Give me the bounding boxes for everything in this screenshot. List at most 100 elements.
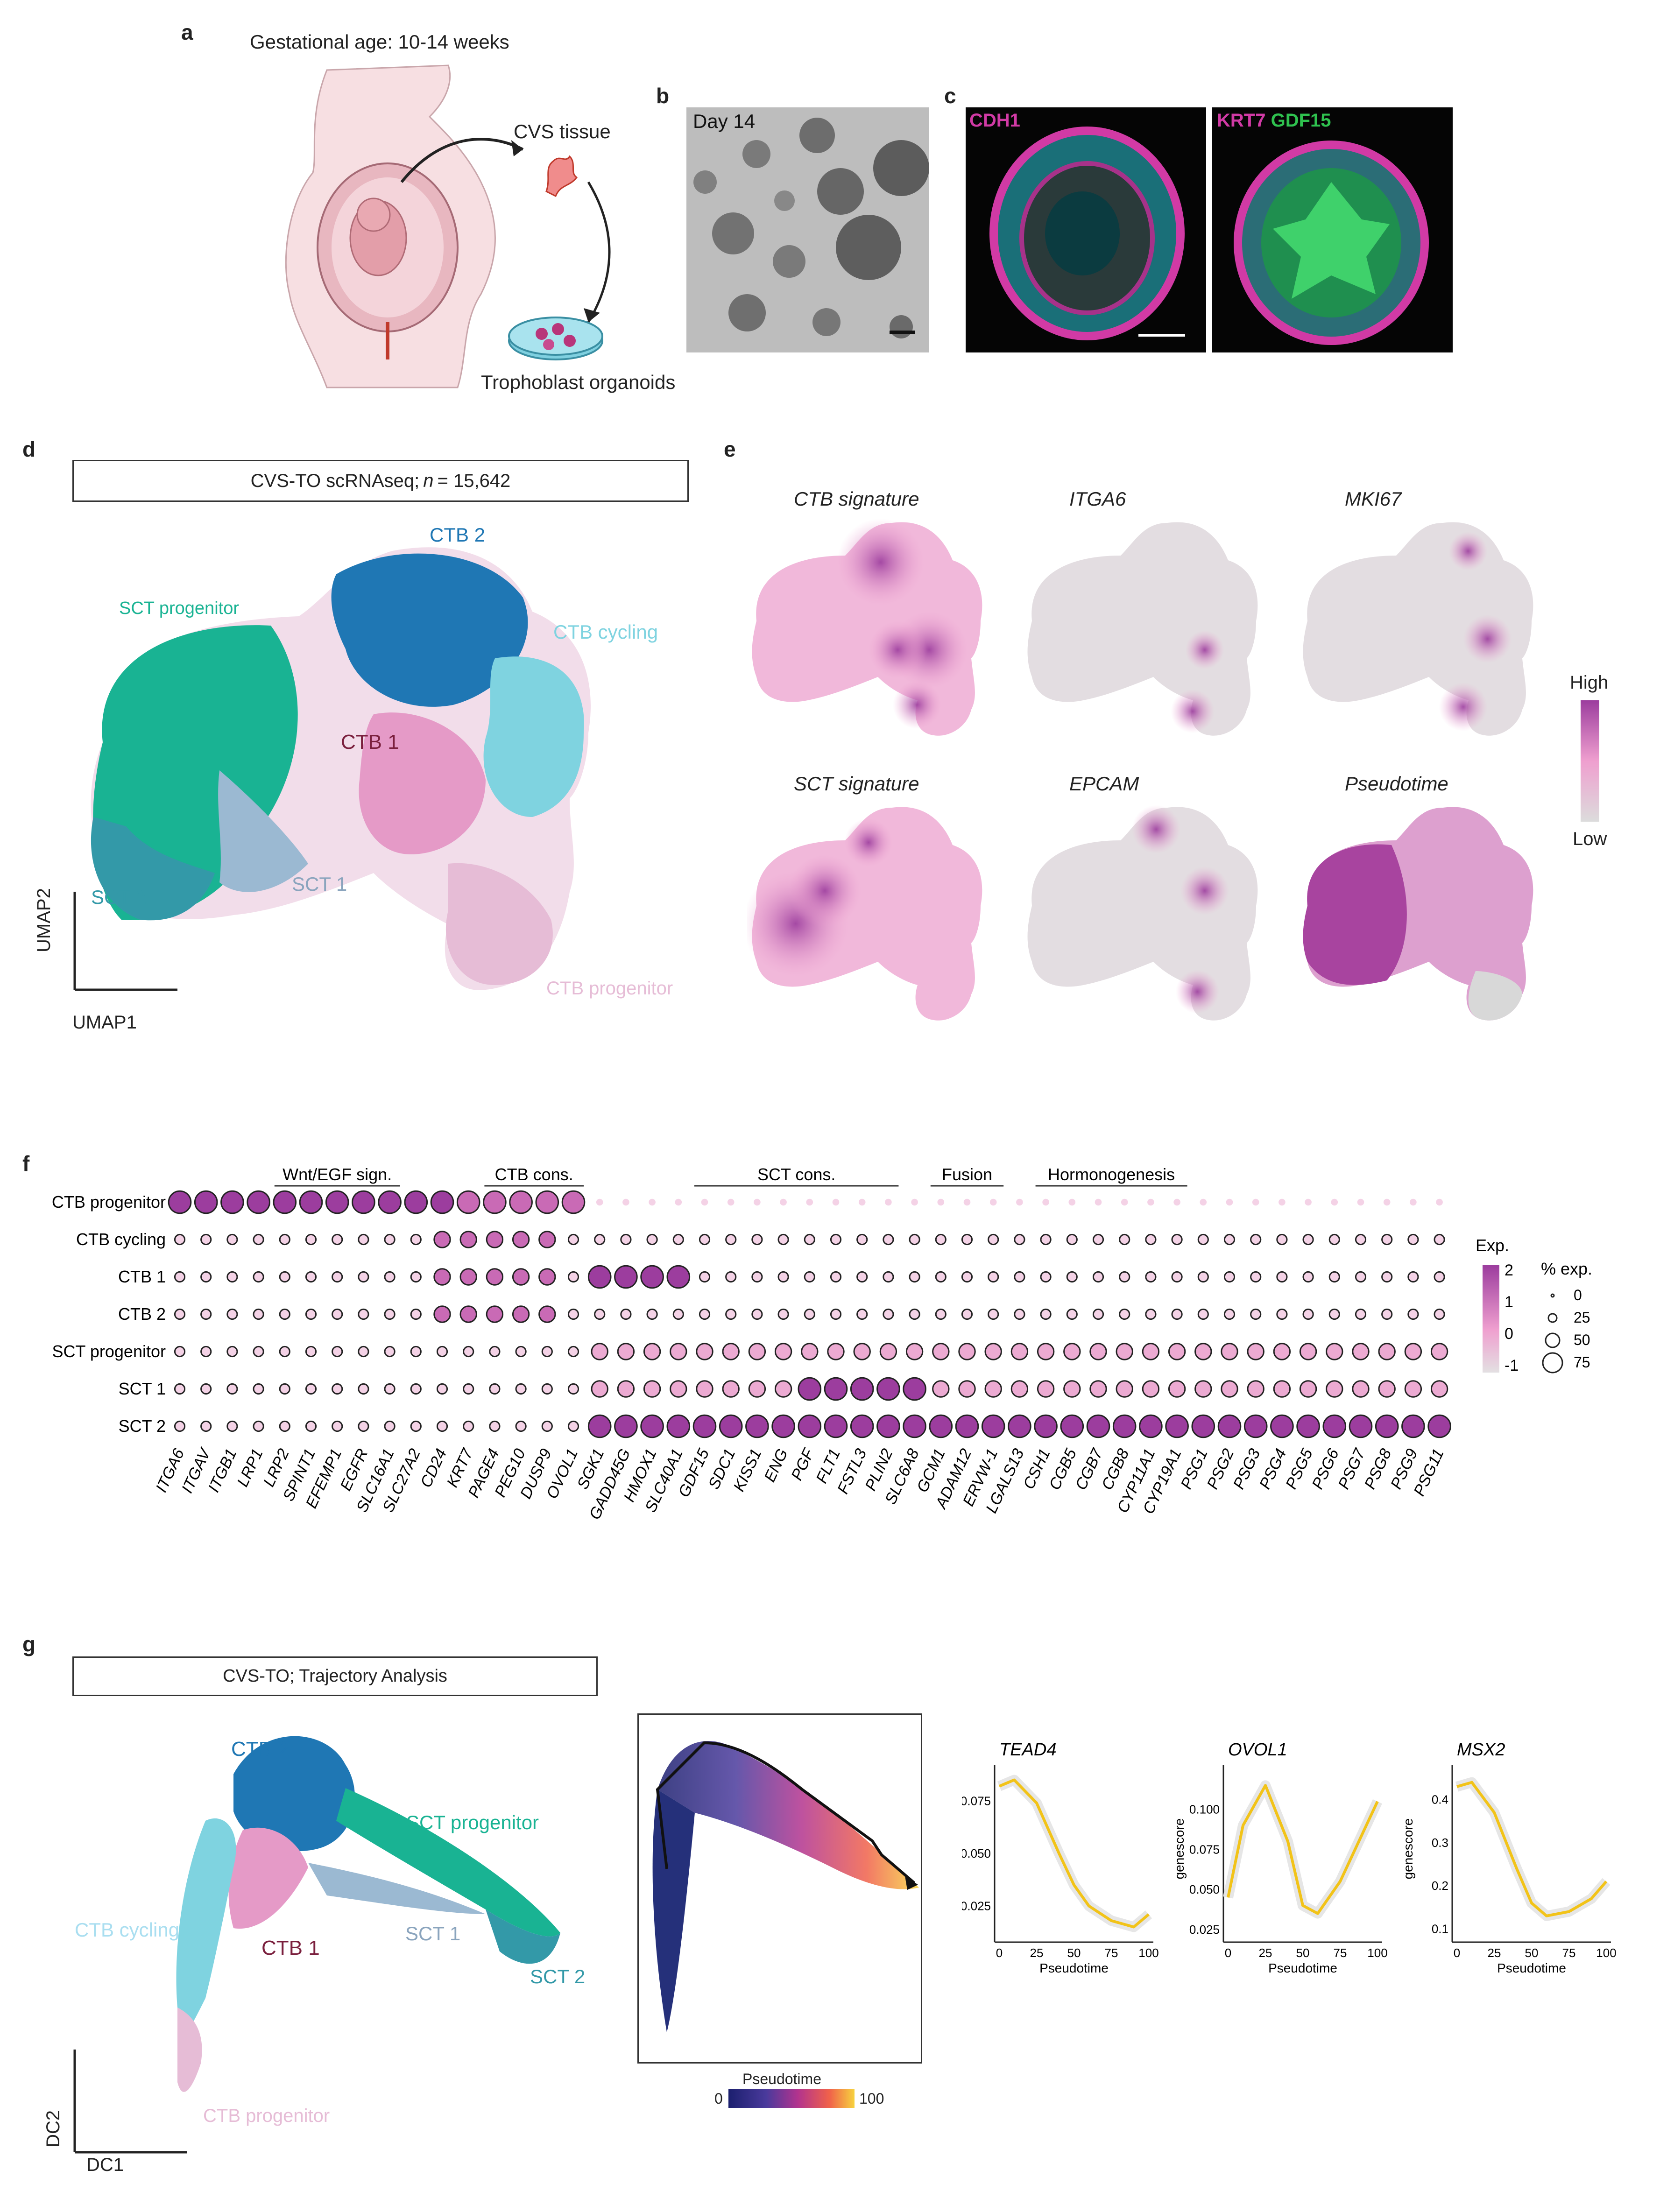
- dot: [1223, 1233, 1236, 1246]
- dot: [984, 1343, 1002, 1360]
- dot: [1322, 1414, 1347, 1438]
- dot: [806, 1198, 813, 1206]
- dot: [489, 1420, 501, 1432]
- dot: [1063, 1380, 1081, 1398]
- dot: [591, 1380, 608, 1398]
- dot: [1147, 1198, 1154, 1206]
- dot: [1014, 1271, 1025, 1283]
- dot: [515, 1383, 527, 1395]
- dot: [384, 1308, 396, 1320]
- dot: [1197, 1308, 1209, 1320]
- dot: [1221, 1380, 1238, 1398]
- dot: [699, 1308, 711, 1320]
- dot: [352, 1190, 375, 1214]
- scale-low-label: Low: [1573, 829, 1607, 849]
- dot: [771, 1414, 795, 1438]
- dot: [384, 1383, 396, 1395]
- dot: [1145, 1308, 1157, 1320]
- x-axis-label: Pseudotime: [1039, 1961, 1109, 1975]
- dot: [1299, 1343, 1317, 1360]
- panel-d-label: d: [22, 437, 36, 461]
- dot: [1381, 1233, 1393, 1246]
- dot: [1042, 1198, 1049, 1206]
- feature-plot: [747, 807, 982, 1021]
- dot: [1016, 1198, 1023, 1206]
- dot: [305, 1346, 317, 1358]
- dot: [699, 1233, 711, 1246]
- dot: [253, 1420, 264, 1432]
- dot: [226, 1346, 238, 1358]
- dot: [981, 1414, 1005, 1438]
- label-sct2: SCT 2: [91, 886, 147, 908]
- umap-cluster-plot: [73, 547, 591, 991]
- dot: [1328, 1271, 1340, 1283]
- dot: [850, 1377, 874, 1401]
- dot: [1404, 1343, 1422, 1360]
- dot: [1427, 1414, 1451, 1438]
- pseudotime-trajectory: [652, 1741, 919, 2032]
- dot: [958, 1380, 976, 1398]
- group-label: CTB cons.: [495, 1165, 573, 1184]
- dot: [1357, 1198, 1364, 1206]
- dot: [384, 1346, 396, 1358]
- dot: [541, 1383, 553, 1395]
- ctb-progenitor-region: [445, 863, 553, 985]
- dot: [646, 1308, 658, 1320]
- umap-outline: [1027, 807, 1258, 1021]
- dot: [1273, 1380, 1291, 1398]
- dot: [587, 1265, 612, 1289]
- g-label-ctb1: CTB 1: [261, 1937, 320, 1959]
- dot: [174, 1346, 186, 1358]
- dot: [1119, 1233, 1130, 1246]
- dot: [827, 1343, 845, 1360]
- dot: [325, 1190, 349, 1214]
- pct-legend-dot: [1547, 1313, 1558, 1323]
- dot: [1008, 1414, 1031, 1438]
- ctb1-region: [359, 712, 486, 854]
- dot: [1119, 1271, 1130, 1283]
- feature-plot-title: SCT signature: [794, 773, 919, 795]
- dot: [1434, 1233, 1445, 1246]
- dot: [515, 1346, 527, 1358]
- dot: [1381, 1308, 1393, 1320]
- dot: [1168, 1343, 1186, 1360]
- dot: [777, 1271, 789, 1283]
- dot: [1066, 1271, 1078, 1283]
- y-tick: 0.2: [1432, 1879, 1448, 1893]
- dot: [1145, 1271, 1157, 1283]
- g-label-sct1: SCT 1: [405, 1923, 461, 1944]
- dot: [226, 1308, 238, 1320]
- x-tick: 100: [1596, 1946, 1616, 1960]
- expression-hotspot: [837, 518, 925, 606]
- dot: [1430, 1343, 1448, 1360]
- y-tick: 0.025: [962, 1899, 991, 1913]
- y-tick: 0.075: [1189, 1842, 1220, 1856]
- expression-hotspot: [1448, 531, 1488, 571]
- pct-tick: 75: [1574, 1354, 1590, 1371]
- dot: [1302, 1308, 1314, 1320]
- pseudotime-colorbar: [728, 2089, 855, 2108]
- exp-tick: -1: [1505, 1357, 1519, 1374]
- dot: [433, 1305, 451, 1323]
- dot: [567, 1308, 579, 1320]
- umap-outline: [1303, 522, 1533, 736]
- dot: [692, 1414, 717, 1438]
- dc1-label: DC1: [86, 2155, 124, 2175]
- group-label: Hormonogenesis: [1048, 1165, 1175, 1184]
- dot: [932, 1380, 950, 1398]
- row-label: CTB 1: [118, 1267, 166, 1286]
- dot: [1040, 1233, 1052, 1246]
- pct-legend-dot: [1545, 1332, 1561, 1348]
- dot: [1040, 1271, 1052, 1283]
- dot: [1352, 1380, 1370, 1398]
- x-tick: 0: [1454, 1946, 1460, 1960]
- dot: [535, 1190, 559, 1214]
- dot: [988, 1233, 999, 1246]
- dot: [1401, 1414, 1425, 1438]
- dot: [1121, 1198, 1128, 1206]
- dot: [1430, 1380, 1448, 1398]
- sct2-region: [91, 817, 215, 921]
- dot: [436, 1346, 448, 1358]
- dot: [751, 1308, 763, 1320]
- dot: [1302, 1271, 1314, 1283]
